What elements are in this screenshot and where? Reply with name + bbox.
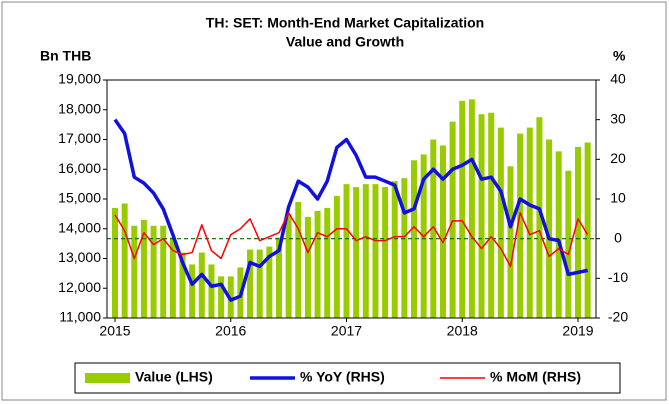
y2-tick-label: 0	[614, 229, 622, 245]
bar	[275, 237, 282, 318]
legend-swatch	[85, 373, 130, 383]
bar	[584, 142, 591, 318]
bar	[449, 121, 456, 319]
legend-label: % MoM (RHS)	[490, 369, 581, 385]
y-tick-label: 16,000	[58, 160, 101, 176]
bar	[218, 276, 225, 318]
y-tick-label: 19,000	[58, 71, 101, 87]
x-tick-label: 2015	[99, 323, 130, 339]
y2-tick-label: 40	[610, 71, 626, 87]
y2-tick-label: 30	[610, 110, 626, 126]
bar	[497, 127, 504, 318]
y2-tick-label: 10	[610, 190, 626, 206]
bar	[507, 166, 514, 318]
bar	[208, 264, 215, 318]
legend-label: Value (LHS)	[135, 369, 213, 385]
bar	[575, 146, 581, 318]
bar	[189, 264, 196, 318]
bar	[555, 151, 562, 318]
bar	[112, 207, 118, 318]
legend-box	[74, 362, 621, 394]
line-series	[113, 118, 588, 302]
bar	[430, 139, 437, 318]
y2-tick-label: -20	[608, 309, 628, 325]
bar	[411, 160, 418, 318]
y-tick-label: 11,000	[59, 309, 101, 325]
bar	[150, 225, 157, 318]
bar	[324, 207, 331, 318]
bar	[517, 133, 524, 318]
bar	[459, 100, 466, 318]
bar	[140, 219, 147, 318]
chart-title: TH: SET: Month-End Market Capitalization	[206, 15, 484, 31]
bar	[439, 145, 446, 318]
x-tick-label: 2016	[215, 323, 246, 339]
bar	[536, 117, 543, 318]
bar	[198, 252, 205, 318]
bar	[565, 170, 572, 318]
plot-frame	[106, 79, 597, 319]
x-tick-label: 2019	[562, 323, 593, 339]
bar	[468, 99, 475, 319]
bar	[382, 187, 389, 318]
x-tick-label: 2018	[447, 323, 478, 339]
bar	[169, 237, 176, 318]
bar	[353, 187, 360, 318]
y-axis-label: Bn THB	[40, 48, 91, 64]
y-tick-label: 17,000	[58, 130, 101, 146]
x-tick-label: 2017	[331, 323, 362, 339]
bar	[478, 114, 485, 319]
bar	[333, 196, 340, 318]
y2-tick-label: -10	[608, 269, 628, 285]
bar	[247, 249, 254, 318]
bar	[526, 127, 533, 318]
bar	[121, 203, 128, 318]
y-tick-label: 14,000	[58, 219, 101, 235]
bar	[266, 246, 273, 318]
y-tick-label: 15,000	[58, 190, 101, 206]
bar	[343, 184, 350, 318]
bar	[314, 210, 321, 318]
bar	[488, 112, 495, 318]
bar	[401, 178, 408, 318]
bar	[285, 213, 292, 318]
y2-tick-label: 20	[610, 150, 626, 166]
bar	[372, 184, 379, 318]
y-tick-label: 18,000	[58, 100, 101, 116]
bar	[546, 139, 553, 318]
y2-axis-label: %	[613, 48, 626, 64]
bar	[160, 225, 167, 318]
y-tick-label: 13,000	[58, 249, 101, 265]
bar	[362, 184, 369, 318]
line-series	[114, 212, 589, 268]
bar	[304, 216, 311, 318]
bar	[256, 249, 263, 318]
bar	[295, 201, 302, 318]
bar	[131, 225, 138, 318]
bar	[179, 252, 186, 318]
y-tick-label: 12,000	[58, 279, 101, 295]
bar	[391, 181, 398, 318]
legend-label: % YoY (RHS)	[300, 369, 385, 385]
chart-subtitle: Value and Growth	[286, 34, 404, 50]
